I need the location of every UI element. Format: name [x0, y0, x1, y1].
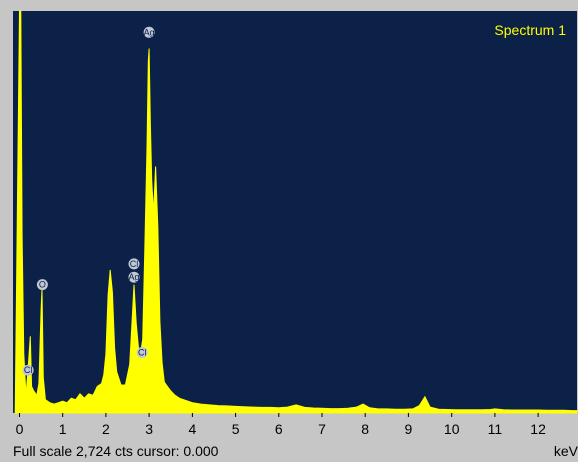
peak-label-marker	[22, 364, 34, 376]
full-scale-status: Full scale 2,724 cts cursor: 0.000	[13, 443, 219, 459]
x-axis: 0 1 2 3 4 5 6 7 8 9 10 11 12	[16, 413, 546, 437]
x-tick-label-2: 2	[102, 421, 110, 437]
peak-label-cl-2: Cl	[128, 258, 140, 270]
x-tick-label-11: 11	[488, 421, 503, 437]
x-tick-label-1: 1	[59, 421, 67, 437]
x-tick-label-5: 5	[232, 421, 240, 437]
plot-area	[13, 11, 577, 413]
peak-label-text: Ag	[128, 272, 139, 282]
peak-label-text: Cl	[138, 348, 147, 358]
peak-label-text: O	[39, 280, 46, 290]
peak-label-ag-3: Ag	[128, 271, 140, 283]
x-tick-label-4: 4	[189, 421, 197, 437]
spectrum-series-0	[14, 10, 578, 414]
peak-label-marker	[36, 279, 48, 291]
peak-label-o-1: O	[36, 279, 48, 291]
x-tick-label-6: 6	[275, 421, 283, 437]
x-tick-label-12: 12	[530, 421, 546, 437]
peak-label-cl-0: Cl	[22, 364, 34, 376]
peak-label-marker	[128, 258, 140, 270]
peak-labels-layer: Cl O Cl Ag Cl Ag	[22, 26, 155, 376]
unit-label: keV	[554, 443, 578, 459]
peak-label-ag-5: Ag	[143, 26, 155, 38]
spectrum-title: Spectrum 1	[494, 22, 566, 38]
peak-label-marker	[143, 26, 155, 38]
peak-label-marker	[136, 347, 148, 358]
x-tick-label-3: 3	[145, 421, 153, 437]
x-tick-label-7: 7	[318, 421, 326, 437]
peak-label-text: Ag	[144, 27, 155, 37]
peak-label-text: Cl	[130, 259, 139, 269]
x-tick-label-10: 10	[444, 421, 460, 437]
peak-label-cl-4: Cl	[136, 347, 148, 358]
x-tick-label-9: 9	[405, 421, 413, 437]
spectrum-trace-layer	[14, 10, 578, 414]
x-tick-label-0: 0	[16, 421, 24, 437]
x-tick-label-8: 8	[361, 421, 369, 437]
peak-label-text: Cl	[24, 365, 33, 375]
peak-label-marker	[128, 271, 140, 283]
